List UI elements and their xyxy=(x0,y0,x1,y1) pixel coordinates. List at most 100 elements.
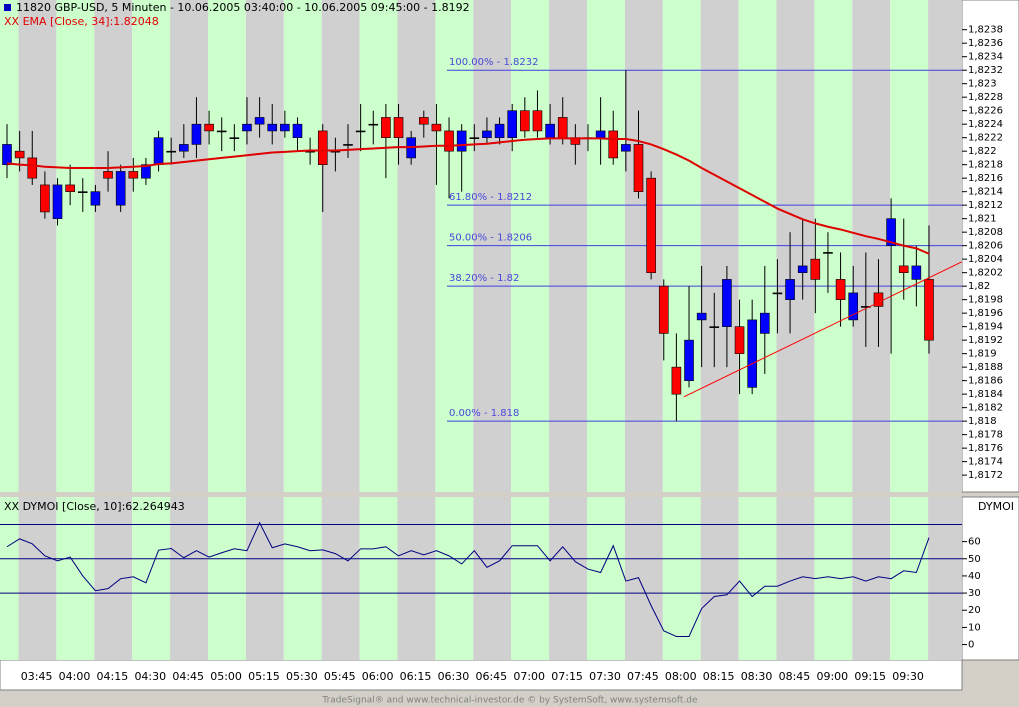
candle-body xyxy=(810,258,821,280)
candle-body xyxy=(595,130,606,138)
band xyxy=(738,497,777,660)
y-tick-label: 10 xyxy=(968,622,981,633)
candle-body xyxy=(103,171,113,179)
symbol-icon xyxy=(4,4,11,11)
band xyxy=(170,0,208,492)
band xyxy=(814,497,853,660)
candle-body xyxy=(216,130,227,133)
indicator-axis-label: DYMOI xyxy=(978,500,1014,513)
candle-body xyxy=(431,123,442,132)
candle-body xyxy=(77,191,88,193)
band xyxy=(18,497,57,660)
indicator-legend: XX DYMOI [Close, 10]:62.264943 xyxy=(4,500,185,513)
candle-body xyxy=(368,123,379,126)
x-tick-label: 09:00 xyxy=(816,670,848,683)
indicator-line xyxy=(6,521,930,637)
y-tick-label: 1,8174 xyxy=(968,457,1003,468)
candle-body xyxy=(608,130,619,159)
y-tick-label: 40 xyxy=(968,571,981,582)
band xyxy=(473,497,512,660)
band xyxy=(321,497,360,660)
band xyxy=(132,0,171,492)
fib-label: 50.00% - 1.8206 xyxy=(449,233,532,244)
y-tick-label: 1,821 xyxy=(968,214,997,225)
y-tick-label: 1,8216 xyxy=(968,173,1003,184)
candle-body xyxy=(772,292,783,295)
candle-body xyxy=(141,164,151,179)
candle-body xyxy=(280,123,290,132)
x-tick-label: 07:30 xyxy=(589,670,621,683)
band xyxy=(662,497,701,660)
candle-body xyxy=(355,130,366,133)
candle-body xyxy=(759,312,770,334)
x-tick-label: 07:00 xyxy=(513,670,545,683)
x-tick-label: 08:00 xyxy=(665,670,697,683)
band xyxy=(56,497,95,660)
x-tick-label: 08:45 xyxy=(779,670,811,683)
candle-body xyxy=(646,177,656,273)
y-tick-label: 1,8202 xyxy=(968,268,1003,279)
y-tick-label: 1,8238 xyxy=(968,25,1003,36)
y-tick-label: 0 xyxy=(968,640,974,651)
x-tick-label: 05:45 xyxy=(324,670,356,683)
footer: TradeSignal® and www.technical-investor.… xyxy=(321,696,698,706)
candle-body xyxy=(785,279,795,300)
candle-body xyxy=(343,144,353,146)
band xyxy=(170,497,208,660)
y-tick-label: 1,8208 xyxy=(968,227,1003,238)
band xyxy=(245,0,284,492)
x-tick-label: 03:45 xyxy=(21,670,53,683)
band xyxy=(435,497,474,660)
ema-line xyxy=(6,137,930,255)
candle-body xyxy=(179,144,189,152)
indicator-axis xyxy=(961,496,1019,661)
y-tick-label: 1,8178 xyxy=(968,430,1003,441)
y-tick-label: 1,822 xyxy=(968,146,997,157)
band xyxy=(208,497,246,660)
candle-body xyxy=(494,123,505,138)
y-tick-label: 60 xyxy=(968,537,981,548)
x-tick-label: 05:00 xyxy=(210,670,242,683)
band xyxy=(397,0,436,492)
candle-body xyxy=(90,191,101,206)
x-tick-label: 07:15 xyxy=(551,670,583,683)
x-tick-label: 06:15 xyxy=(400,670,432,683)
candle-body xyxy=(747,319,757,388)
candle-body xyxy=(557,117,568,138)
band xyxy=(56,0,95,492)
band xyxy=(94,0,133,492)
band xyxy=(359,0,398,492)
band xyxy=(700,497,739,660)
candle-body xyxy=(27,157,38,179)
band xyxy=(359,497,398,660)
y-tick-label: 1,8172 xyxy=(968,470,1003,481)
band xyxy=(397,497,436,660)
y-tick-label: 1,8236 xyxy=(968,38,1003,49)
y-tick-label: 20 xyxy=(968,605,981,616)
plot-layer: 1,8172 1,8174 1,8176 1,8178 1,818 1,8182 1,818… xyxy=(0,25,1003,683)
candle-body xyxy=(658,285,669,334)
candle-body xyxy=(444,130,454,152)
candle-body xyxy=(684,339,694,381)
x-tick-label: 08:30 xyxy=(741,670,773,683)
candle-body xyxy=(633,144,644,192)
band xyxy=(511,497,550,660)
candle-body xyxy=(722,279,732,327)
candle-body xyxy=(898,265,909,273)
chart-title: 11820 GBP-USD, 5 Minuten - 10.06.2005 03… xyxy=(16,1,470,14)
candle-body xyxy=(924,279,934,341)
y-tick-label: 1,8222 xyxy=(968,133,1003,144)
y-tick-label: 1,8192 xyxy=(968,335,1003,346)
band xyxy=(283,497,322,660)
y-tick-label: 1,8204 xyxy=(968,254,1003,265)
x-tick-label: 06:45 xyxy=(475,670,507,683)
candle-body xyxy=(861,306,871,308)
candle-body xyxy=(153,137,164,165)
y-tick-label: 1,8176 xyxy=(968,443,1003,454)
band xyxy=(18,0,57,492)
band xyxy=(94,497,133,660)
y-tick-label: 1,8218 xyxy=(968,160,1003,171)
y-tick-label: 30 xyxy=(968,588,981,599)
x-tick-label: 09:30 xyxy=(892,670,924,683)
candle-body xyxy=(545,123,555,138)
